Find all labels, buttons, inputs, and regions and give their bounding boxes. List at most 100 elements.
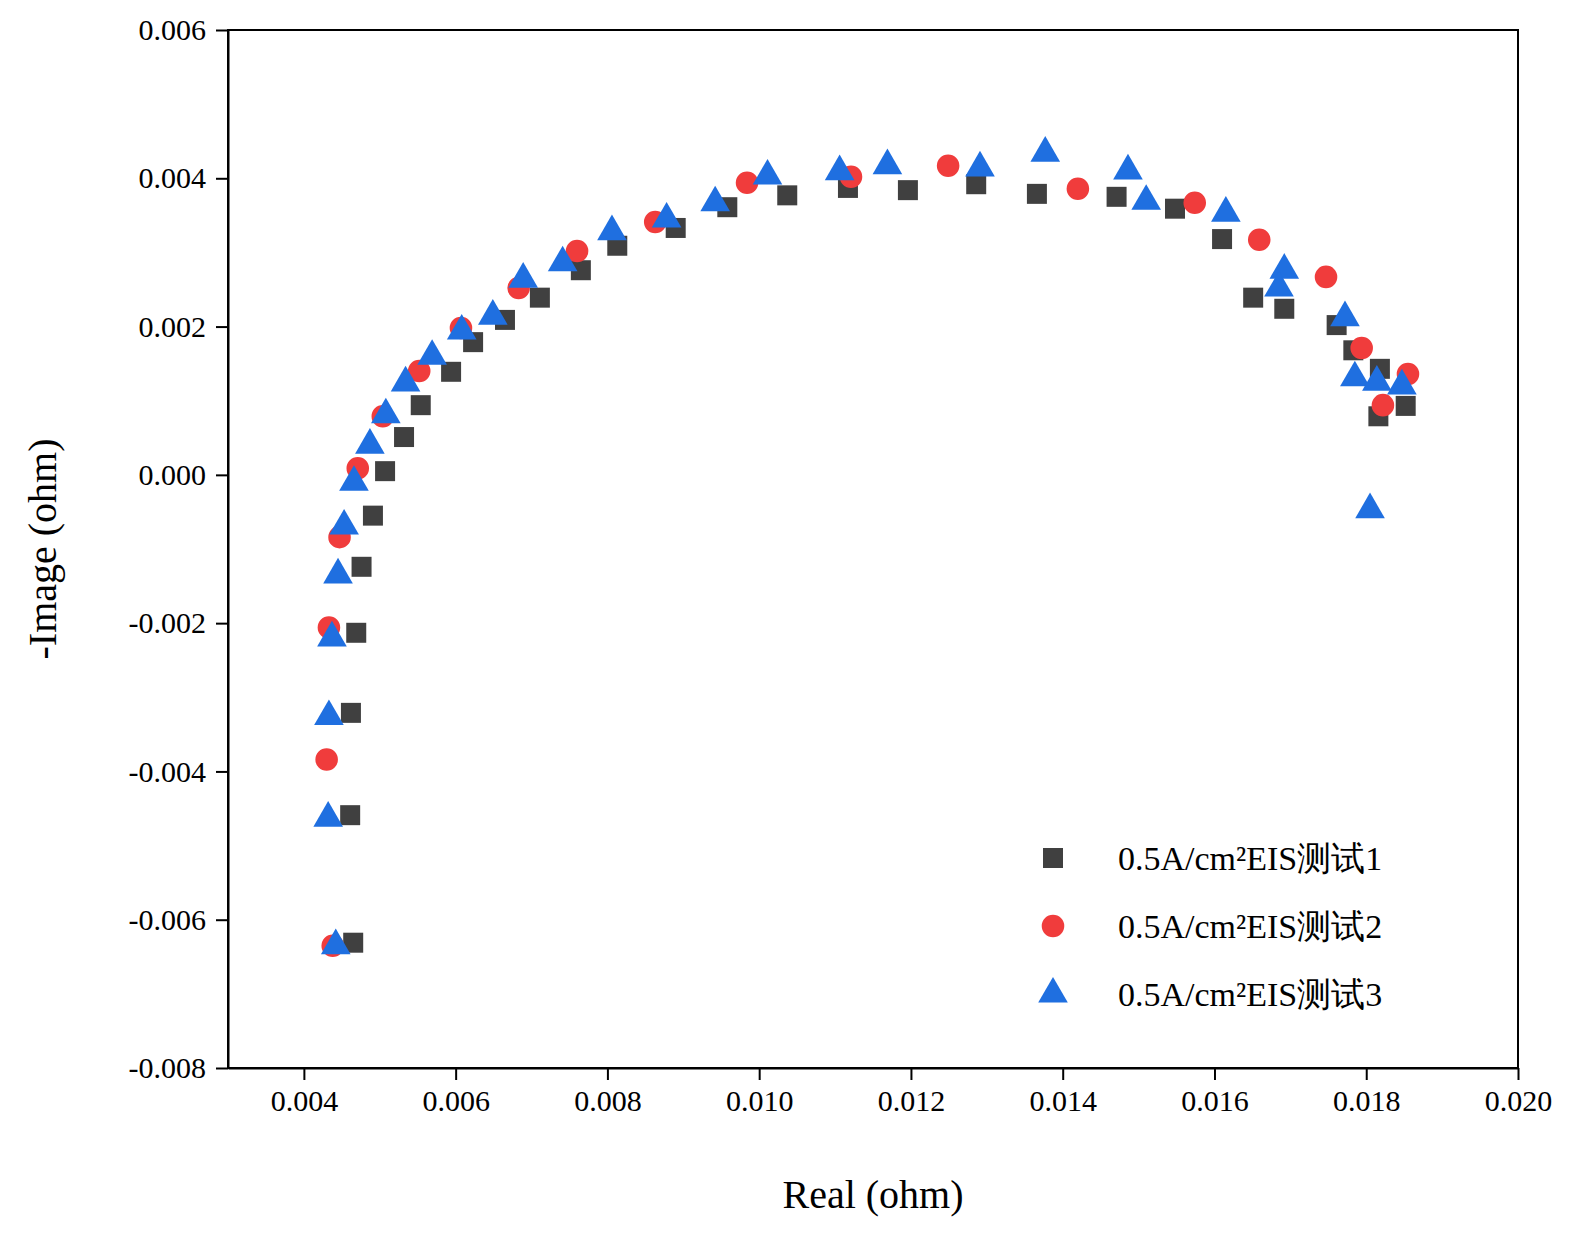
point xyxy=(394,427,414,447)
point xyxy=(341,703,361,723)
point xyxy=(548,246,578,272)
x-tick-mark xyxy=(303,1068,305,1080)
x-tick-label: 0.020 xyxy=(1485,1084,1553,1117)
point xyxy=(371,398,401,424)
y-tick: -0.004 xyxy=(129,755,229,788)
point xyxy=(530,288,550,308)
x-tick-label: 0.004 xyxy=(271,1084,339,1117)
legend-item: 0.5A/cm²EIS测试2 xyxy=(1042,908,1383,945)
y-tick-label: 0.006 xyxy=(139,13,207,46)
x-tick-label: 0.012 xyxy=(878,1084,946,1117)
point xyxy=(777,185,797,205)
point xyxy=(1107,187,1127,207)
y-tick: 0.006 xyxy=(139,13,229,46)
y-tick-mark xyxy=(216,919,228,921)
point xyxy=(313,801,343,827)
chart-svg: 0.004 0.006 0.008 0.010 0.012 0.014 0.016 0.018… xyxy=(0,0,1577,1250)
point xyxy=(1243,288,1263,308)
plot-frame xyxy=(228,30,1518,1068)
point xyxy=(1396,396,1416,416)
legend-label: 0.5A/cm²EIS测试2 xyxy=(1118,908,1382,945)
y-tick-mark xyxy=(216,178,228,180)
x-tick-mark xyxy=(607,1068,609,1080)
point xyxy=(898,180,918,200)
legend-marker xyxy=(1043,848,1063,868)
x-tick-mark xyxy=(1062,1068,1064,1080)
y-tick: -0.002 xyxy=(129,606,229,639)
x-tick-mark xyxy=(1518,1068,1520,1080)
x-tick-label: 0.010 xyxy=(726,1084,794,1117)
point xyxy=(315,748,338,771)
point xyxy=(411,395,431,415)
x-tick-mark xyxy=(1366,1068,1368,1080)
y-tick-label: 0.000 xyxy=(139,458,207,491)
y-tick: -0.006 xyxy=(129,903,229,936)
point xyxy=(1350,337,1373,360)
point xyxy=(1113,154,1143,180)
point xyxy=(873,149,903,175)
y-tick: 0.000 xyxy=(139,458,229,491)
point xyxy=(597,215,627,241)
point xyxy=(1274,299,1294,319)
x-tick: 0.010 xyxy=(726,1068,794,1117)
legend-item: 0.5A/cm²EIS测试1 xyxy=(1043,840,1382,877)
y-tick: 0.002 xyxy=(139,310,229,343)
x-axis-title: Real (ohm) xyxy=(782,1172,963,1217)
x-tick-mark xyxy=(759,1068,761,1080)
point xyxy=(363,506,383,526)
plot-area xyxy=(313,136,1419,957)
point xyxy=(314,699,344,725)
point xyxy=(1131,184,1161,210)
point xyxy=(355,428,385,454)
point xyxy=(753,159,783,185)
y-axis-line xyxy=(228,31,230,1069)
x-tick: 0.004 xyxy=(271,1068,339,1117)
x-tick-label: 0.016 xyxy=(1181,1084,1249,1117)
x-tick: 0.006 xyxy=(422,1068,490,1117)
point xyxy=(1387,369,1417,395)
point xyxy=(825,155,855,181)
y-tick-label: 0.002 xyxy=(139,310,207,343)
point xyxy=(391,366,421,392)
x-tick: 0.018 xyxy=(1333,1068,1401,1117)
point xyxy=(937,154,960,177)
y-tick-label: -0.004 xyxy=(129,755,207,788)
point xyxy=(329,509,359,535)
y-tick-mark xyxy=(216,30,228,32)
x-tick-label: 0.014 xyxy=(1029,1084,1097,1117)
x-tick: 0.008 xyxy=(574,1068,642,1117)
x-tick-mark xyxy=(1214,1068,1216,1080)
point xyxy=(1355,493,1385,519)
legend-marker xyxy=(1038,977,1068,1003)
point xyxy=(965,151,995,177)
series xyxy=(340,174,1416,952)
legend-item: 0.5A/cm²EIS测试3 xyxy=(1038,976,1382,1013)
chart-container: 0.004 0.006 0.008 0.010 0.012 0.014 0.016 0.018… xyxy=(0,0,1577,1250)
point xyxy=(317,621,347,647)
y-tick-mark xyxy=(216,623,228,625)
y-axis: -0.008-0.006-0.004-0.0020.0000.0020.0040… xyxy=(129,13,229,1084)
point xyxy=(1067,177,1090,200)
x-tick-label: 0.006 xyxy=(422,1084,490,1117)
point xyxy=(1264,271,1294,297)
legend-marker xyxy=(1042,915,1065,938)
point xyxy=(375,461,395,481)
point xyxy=(1315,266,1338,289)
point xyxy=(323,558,353,584)
x-tick-label: 0.018 xyxy=(1333,1084,1401,1117)
point xyxy=(508,262,538,288)
point xyxy=(1183,191,1206,214)
y-tick-mark xyxy=(216,771,228,773)
point xyxy=(1211,196,1241,222)
point xyxy=(966,174,986,194)
legend-label: 0.5A/cm²EIS测试3 xyxy=(1118,976,1382,1013)
y-tick-mark xyxy=(216,326,228,328)
y-tick-mark xyxy=(216,1068,228,1070)
point xyxy=(1372,394,1395,417)
point xyxy=(441,362,461,382)
legend-label: 0.5A/cm²EIS测试1 xyxy=(1118,840,1382,877)
y-tick: -0.008 xyxy=(129,1051,229,1084)
point xyxy=(340,805,360,825)
point xyxy=(1340,361,1370,387)
point xyxy=(1027,184,1047,204)
